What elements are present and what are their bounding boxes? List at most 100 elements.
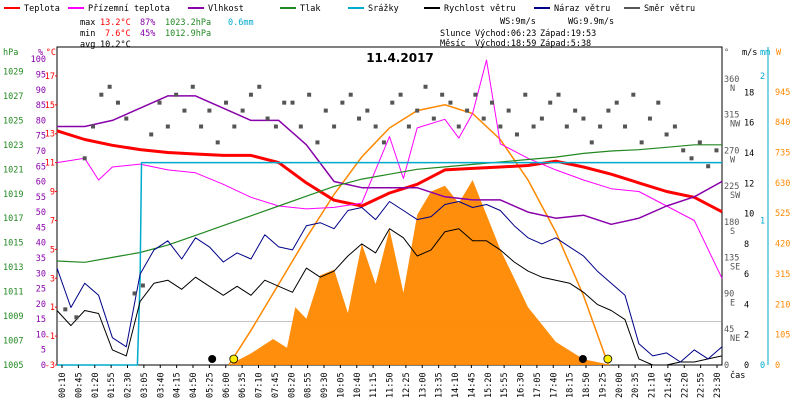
point-wind-direction [614, 100, 619, 105]
tick-x: 14:45 [467, 372, 477, 398]
axis-label-percent: % [38, 48, 43, 58]
tick-solar: 735 [775, 149, 790, 159]
stat-max-label: max [80, 18, 95, 28]
stat-wg: WG:9.9m/s [568, 17, 614, 27]
tick-percent: 20 [36, 300, 46, 310]
point-wind-direction [697, 140, 702, 145]
tick-percent: 50 [36, 208, 46, 218]
tick-precip: 2 [760, 72, 765, 82]
point-wind-direction [498, 124, 503, 129]
tick-solar: 105 [775, 331, 790, 341]
tick-x: 00:45 [74, 372, 84, 398]
tick-wind: 14 [744, 149, 754, 159]
axis-label-direction: ° [724, 48, 729, 58]
point-wind-direction [448, 100, 453, 105]
point-wind-direction [639, 140, 644, 145]
series-line [57, 161, 722, 366]
tick-celsius: -1 [45, 332, 55, 342]
tick-x: 15:55 [500, 372, 510, 398]
point-wind-direction [381, 140, 386, 145]
tick-celsius: 1 [50, 303, 55, 313]
point-wind-direction [265, 116, 270, 121]
point-wind-direction [165, 124, 170, 129]
tick-x: 11:15 [369, 372, 379, 398]
point-wind-direction [589, 140, 594, 145]
tick-direction: 180 [724, 218, 739, 228]
tick-x: 01:55 [107, 372, 117, 398]
legend-label: Rychlost větru [444, 4, 516, 14]
tick-wind: 8 [744, 240, 749, 250]
point-wind-direction [647, 116, 652, 121]
tick-direction-compass: SE [730, 263, 740, 273]
point-wind-direction [456, 124, 461, 129]
stat-moon-rise: Východ:18:59 [475, 39, 536, 49]
tick-percent: 55 [36, 193, 46, 203]
point-wind-direction [248, 92, 253, 97]
stat-avg-temp: 10.2°C [100, 40, 131, 50]
tick-percent: 5 [41, 346, 46, 356]
stat-min-hum: 45% [140, 29, 155, 39]
point-wind-direction [63, 307, 68, 312]
point-wind-direction [406, 124, 411, 129]
point-wind-direction [315, 140, 320, 145]
stat-min-temp: 7.6°C [105, 29, 131, 39]
tick-x: 06:35 [238, 372, 248, 398]
stat-min-press: 1012.9hPa [165, 29, 211, 39]
tick-x: 20:35 [631, 372, 641, 398]
tick-celsius: 13 [45, 130, 55, 140]
tick-x: 04:15 [173, 372, 183, 398]
tick-x: 00:10 [58, 372, 68, 398]
point-wind-direction [623, 124, 628, 129]
tick-percent: 0 [41, 361, 46, 371]
tick-x: 11:50 [386, 372, 396, 398]
tick-wind: 0 [744, 361, 749, 371]
tick-percent: 95 [36, 71, 46, 81]
point-wind-direction [124, 116, 129, 121]
point-wind-direction [140, 283, 145, 288]
point-wind-direction [323, 108, 328, 113]
point-wind-direction [714, 148, 719, 153]
series-line [57, 95, 723, 226]
point-wind-direction [365, 108, 370, 113]
stat-max-press: 1023.2hPa [165, 18, 211, 28]
tick-x: 21:10 [648, 372, 658, 398]
tick-celsius: 17 [45, 72, 55, 82]
point-wind-direction [107, 84, 112, 89]
point-wind-direction [224, 100, 229, 105]
tick-solar: 525 [775, 209, 790, 219]
axis-label-hpa: hPa [3, 48, 18, 58]
tick-direction: 225 [724, 182, 739, 192]
point-wind-direction [74, 315, 79, 320]
tick-x: 20:00 [615, 372, 625, 398]
tick-x: 03:40 [156, 372, 166, 398]
point-wind-direction [174, 92, 179, 97]
point-wind-direction [706, 164, 711, 169]
point-wind-direction [91, 124, 96, 129]
tick-direction: 90 [724, 289, 734, 299]
legend-label: Vlhkost [208, 4, 244, 14]
tick-direction: 315 [724, 111, 739, 121]
tick-celsius: 9 [50, 188, 55, 198]
point-wind-direction [348, 92, 353, 97]
point-wind-direction [564, 124, 569, 129]
tick-x: 21:45 [664, 372, 674, 398]
axis-label-x: čas [730, 370, 745, 381]
point-wind-direction [431, 116, 436, 121]
point-wind-direction [332, 124, 337, 129]
tick-x: 02:30 [124, 372, 134, 398]
point-wind-direction [157, 100, 162, 105]
tick-x: 13:35 [435, 372, 445, 398]
point-wind-direction [656, 100, 661, 105]
moon-marker-icon [208, 355, 217, 363]
tick-solar: 840 [775, 118, 790, 128]
tick-hpa: 1017 [3, 214, 23, 224]
point-wind-direction [490, 100, 495, 105]
point-wind-direction [481, 116, 486, 121]
series-line [56, 228, 723, 366]
tick-solar: 0 [775, 361, 780, 371]
tick-direction: 360 [724, 75, 739, 85]
stat-max-temp: 13.2°C [100, 18, 131, 28]
stat-max-hum: 87% [140, 18, 155, 28]
tick-solar: 315 [775, 270, 790, 280]
tick-percent: 85 [36, 101, 46, 111]
